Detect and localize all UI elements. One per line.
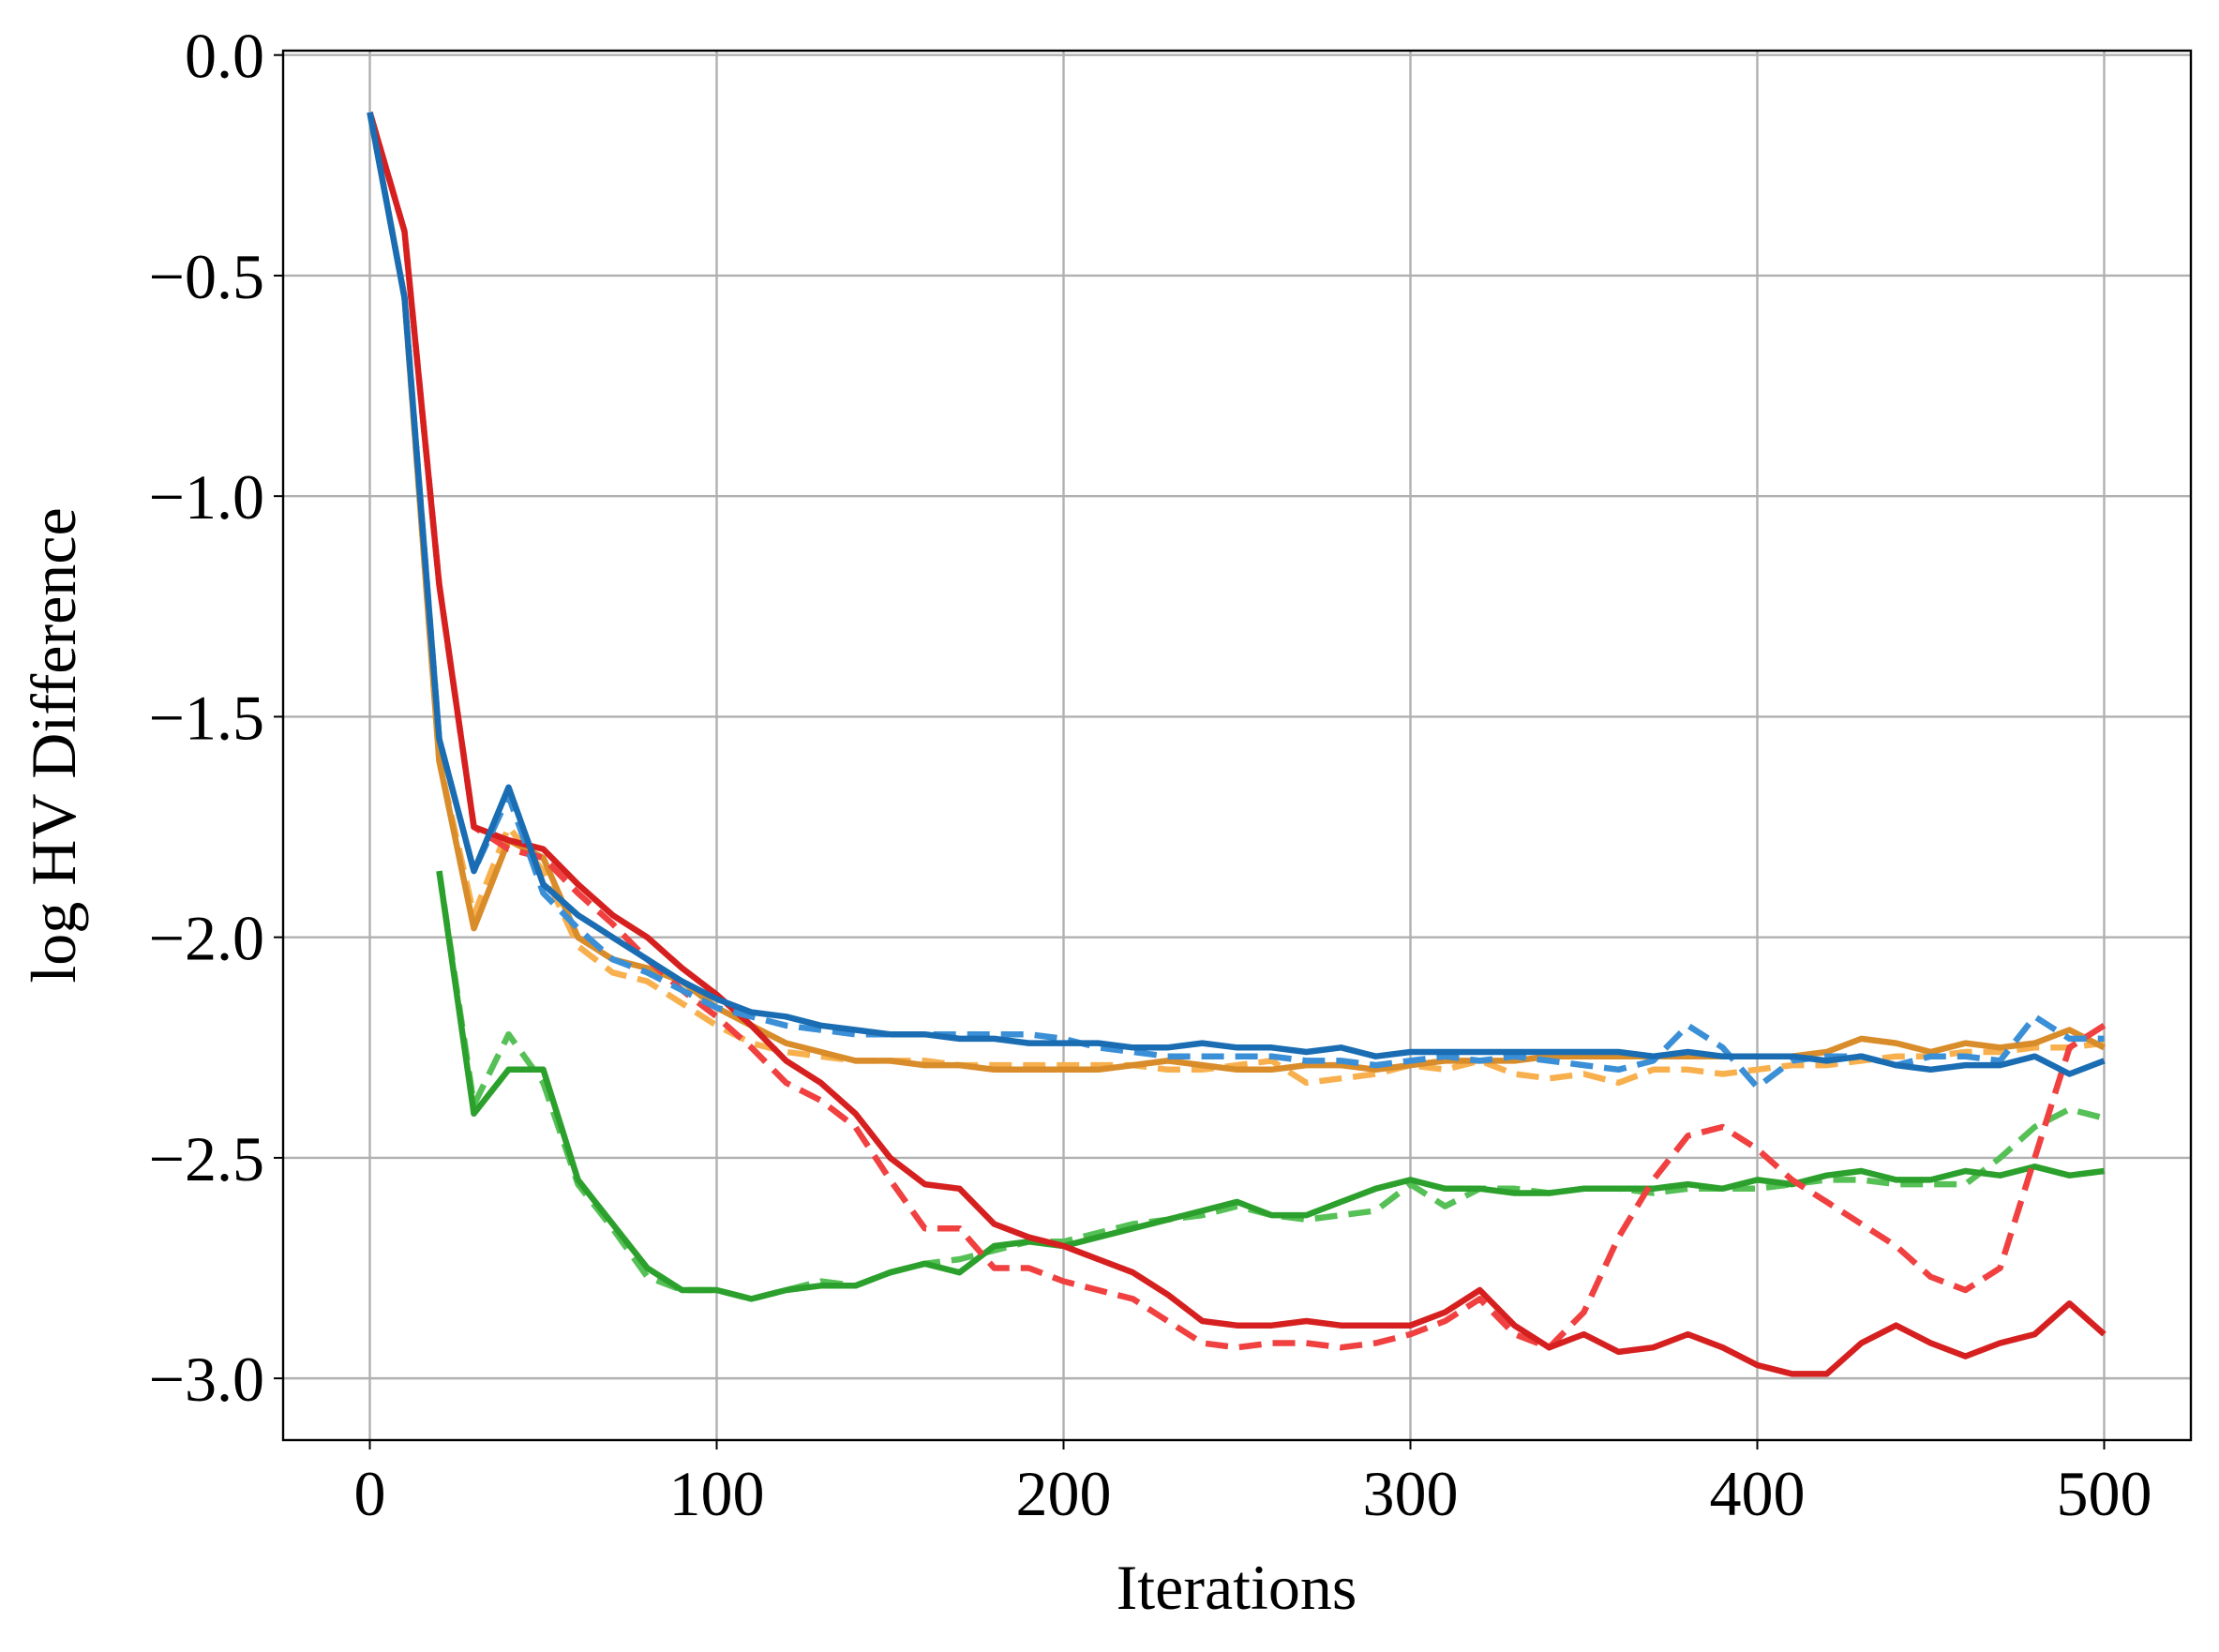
series-line [367,112,2105,1090]
y-tick-label: −1.5 [149,682,264,753]
series-line [367,112,2105,1087]
y-tick-label: −3.0 [149,1344,264,1415]
x-tick-label: 0 [354,1458,386,1529]
x-tick-label: 100 [669,1458,765,1529]
x-tick-label: 400 [1710,1458,1806,1529]
y-tick-label: −1.0 [149,461,264,533]
series-line [367,112,2106,1077]
y-axis-label: log HV Difference [18,507,89,983]
x-tick-label: 500 [2057,1458,2152,1529]
y-tick-label: −2.0 [149,903,264,974]
y-tick-label: −2.5 [149,1123,264,1194]
x-tick-label: 300 [1363,1458,1459,1529]
series-line [436,870,2106,1302]
x-axis-label: Iterations [1117,1552,1357,1623]
y-tick-label: 0.0 [185,21,264,92]
series-line [367,111,2107,1377]
series-line [436,870,2105,1302]
series-line [367,111,2107,1351]
plot-frame [281,49,2193,1442]
x-tick-label: 200 [1016,1458,1112,1529]
y-tick-label: −0.5 [149,241,264,312]
